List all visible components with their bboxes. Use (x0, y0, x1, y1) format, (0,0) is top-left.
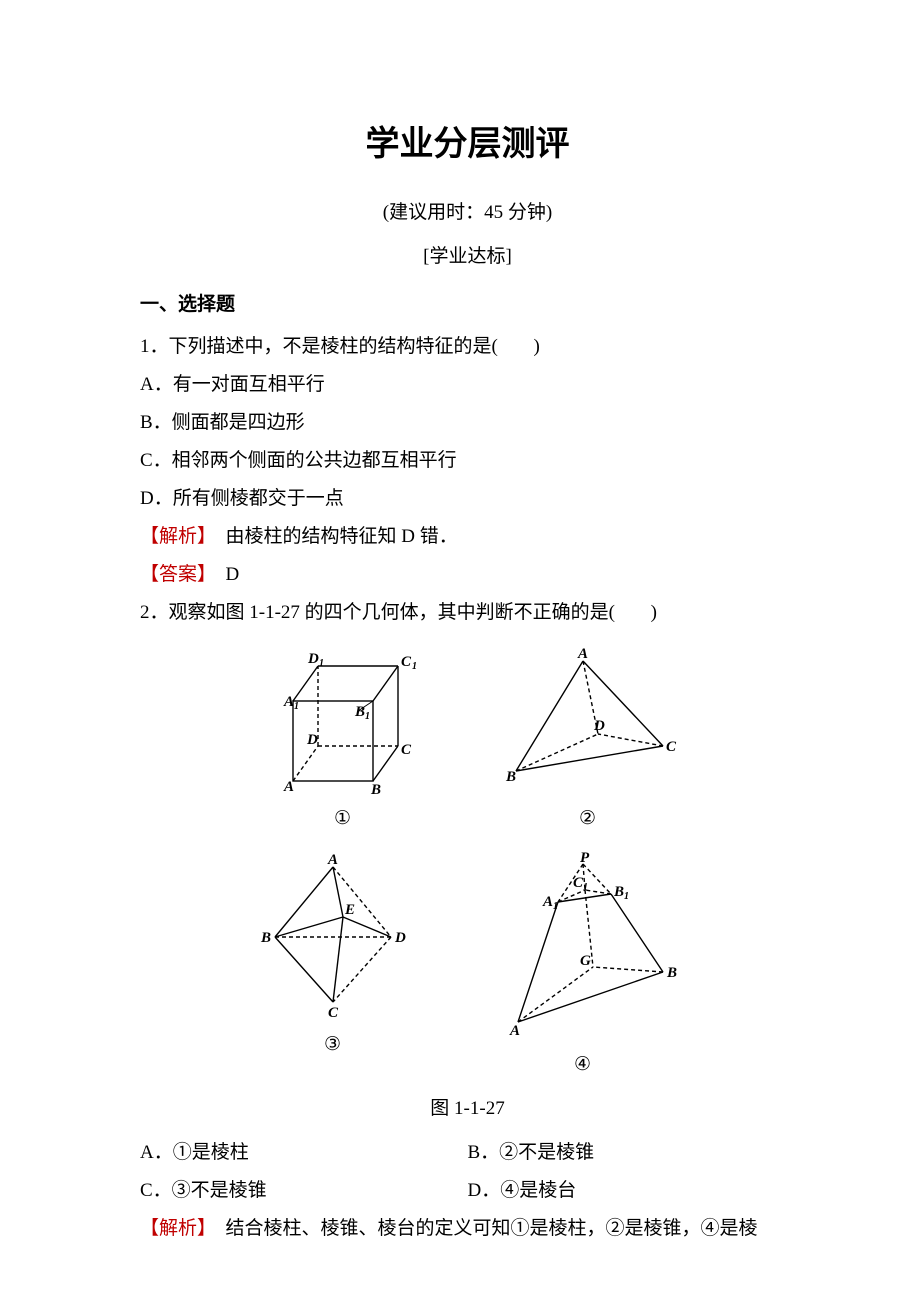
page-title: 学业分层测评 (140, 110, 795, 178)
q1-analysis: 【解析】 由棱柱的结构特征知 D 错． (140, 518, 795, 556)
svg-text:C: C (328, 1005, 339, 1021)
section-heading-1: 一、选择题 (140, 286, 795, 324)
section-bracket: [学业达标] (140, 238, 795, 276)
q2-analysis: 【解析】 结合棱柱、棱锥、棱台的定义可知①是棱柱，②是棱锥，④是棱 (140, 1210, 795, 1248)
svg-text:E: E (344, 902, 355, 918)
q1-option-B: B．侧面都是四边形 (140, 404, 795, 442)
figure-4-frustum: P A1 B1 C1 A B G (483, 852, 683, 1042)
q1-answer: 【答案】 D (140, 556, 795, 594)
svg-text:A: A (327, 852, 338, 868)
figure-1-cube: A1 D1 C1 B1 A B C D (258, 646, 428, 796)
svg-text:A: A (283, 694, 294, 710)
svg-text:A: A (577, 646, 588, 662)
q2-paren-close: ) (615, 594, 657, 632)
figure-2-label: ② (579, 800, 596, 838)
figures-row-2: A B E D C ③ (140, 852, 795, 1084)
q2-analysis-label: 【解析】 (140, 1218, 207, 1239)
svg-text:D: D (394, 930, 406, 946)
svg-text:B: B (613, 884, 624, 900)
figure-3-cell: A B E D C ③ (253, 852, 413, 1084)
q1-option-D: D．所有侧棱都交于一点 (140, 480, 795, 518)
figure-3-bipyramid: A B E D C (253, 852, 413, 1022)
figure-4-cell: P A1 B1 C1 A B G ④ (483, 852, 683, 1084)
figure-2-tetra: A B C D (498, 646, 678, 796)
svg-text:B: B (505, 769, 516, 785)
svg-text:A: A (283, 779, 294, 795)
page: 学业分层测评 (建议用时：45 分钟) [学业达标] 一、选择题 1．下列描述中… (0, 0, 920, 1288)
figure-2-cell: A B C D ② (498, 646, 678, 838)
svg-text:1: 1 (624, 891, 629, 902)
q2-stem: 2．观察如图 1-1-27 的四个几何体，其中判断不正确的是() (140, 594, 795, 632)
svg-text:1: 1 (553, 901, 558, 912)
q2-stem-text: 2．观察如图 1-1-27 的四个几何体，其中判断不正确的是( (140, 602, 615, 623)
time-suggestion: (建议用时：45 分钟) (140, 194, 795, 232)
svg-text:1: 1 (365, 711, 370, 722)
svg-text:B: B (370, 782, 381, 796)
q1-stem-text: 1．下列描述中，不是棱柱的结构特征的是( (140, 336, 498, 357)
svg-text:1: 1 (319, 658, 324, 669)
q1-stem: 1．下列描述中，不是棱柱的结构特征的是() (140, 328, 795, 366)
svg-text:B: B (260, 930, 271, 946)
svg-text:D: D (307, 651, 319, 667)
figure-4-label: ④ (574, 1046, 591, 1084)
svg-text:G: G (580, 953, 591, 969)
figure-caption: 图 1-1-27 (140, 1090, 795, 1128)
svg-text:A: A (542, 894, 553, 910)
figure-1-label: ① (334, 800, 351, 838)
svg-text:D: D (306, 732, 318, 748)
q2-option-A: A．①是棱柱 (140, 1134, 468, 1172)
svg-text:1: 1 (294, 701, 299, 712)
svg-text:B: B (666, 965, 677, 981)
svg-text:B: B (354, 704, 365, 720)
q2-option-B: B．②不是棱锥 (468, 1134, 796, 1172)
q1-analysis-text: 由棱柱的结构特征知 D 错． (207, 526, 458, 547)
svg-text:C: C (401, 742, 412, 758)
svg-text:P: P (580, 852, 590, 866)
figure-3-label: ③ (324, 1026, 341, 1064)
figures-row-1: A1 D1 C1 B1 A B C D ① (140, 646, 795, 838)
q2-options-row2: C．③不是棱锥 D．④是棱台 (140, 1172, 795, 1210)
q2-option-D: D．④是棱台 (468, 1172, 796, 1210)
svg-text:C: C (401, 654, 412, 670)
q1-option-A: A．有一对面互相平行 (140, 366, 795, 404)
svg-text:C: C (666, 739, 677, 755)
svg-text:A: A (509, 1023, 520, 1039)
q1-option-C: C．相邻两个侧面的公共边都互相平行 (140, 442, 795, 480)
q1-answer-label: 【答案】 (140, 564, 207, 585)
svg-text:1: 1 (583, 882, 588, 893)
q2-option-C: C．③不是棱锥 (140, 1172, 468, 1210)
svg-text:D: D (593, 718, 605, 734)
q2-analysis-text: 结合棱柱、棱锥、棱台的定义可知①是棱柱，②是棱锥，④是棱 (207, 1218, 758, 1239)
figure-1-cell: A1 D1 C1 B1 A B C D ① (258, 646, 428, 838)
q1-paren-close: ) (498, 328, 540, 366)
q2-options-row1: A．①是棱柱 B．②不是棱锥 (140, 1134, 795, 1172)
q1-analysis-label: 【解析】 (140, 526, 207, 547)
svg-text:1: 1 (412, 661, 417, 672)
q1-answer-text: D (207, 564, 240, 585)
